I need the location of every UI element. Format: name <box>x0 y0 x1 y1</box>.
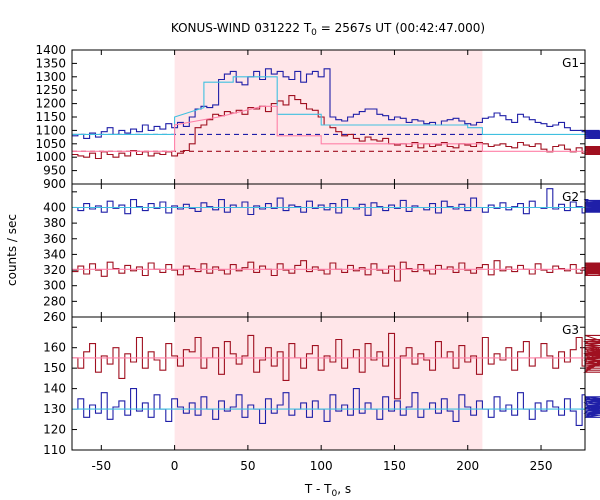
series-red-histogram <box>72 332 600 400</box>
y-tick-label: 1000 <box>35 150 66 164</box>
panel-frame <box>71 316 586 451</box>
y-tick-label: 900 <box>43 177 66 191</box>
chart-title: KONUS-WIND 031222 T0 = 2567s UT (00:42:4… <box>171 21 485 38</box>
series-red-histogram <box>72 260 600 282</box>
y-tick-label: 320 <box>43 263 66 277</box>
y-tick-label: 1100 <box>35 123 66 137</box>
y-tick-label: 1150 <box>35 110 66 124</box>
y-tick-label: 950 <box>43 164 66 178</box>
model-cyan-line <box>72 76 585 135</box>
y-tick-label: 130 <box>43 402 66 416</box>
y-tick-label: 110 <box>43 443 66 457</box>
panel-label: G1 <box>562 56 579 70</box>
panel-g3: 110 120 130 140 150 160 G3 <box>43 316 600 457</box>
y-tick-label: 1200 <box>35 97 66 111</box>
y-tick-label: 380 <box>43 216 66 230</box>
x-tick-label: 50 <box>240 459 255 473</box>
shaded-interval <box>174 50 483 184</box>
x-tick-label: 250 <box>530 459 553 473</box>
x-tick-label: 100 <box>310 459 333 473</box>
y-tick-label: 1250 <box>35 83 66 97</box>
series-blue-histogram <box>72 188 600 216</box>
series-red-histogram <box>72 95 600 160</box>
x-tick-label: -50 <box>92 459 112 473</box>
y-tick-label: 140 <box>43 382 66 396</box>
y-tick-label: 280 <box>43 294 66 308</box>
y-tick-label: 1300 <box>35 70 66 84</box>
shaded-interval <box>174 317 483 450</box>
y-axis-label: counts / sec <box>5 214 19 286</box>
y-tick-label: 150 <box>43 361 66 375</box>
shaded-interval <box>174 184 483 317</box>
y-tick-label: 120 <box>43 423 66 437</box>
x-tick-label: 150 <box>383 459 406 473</box>
y-tick-label: 360 <box>43 232 66 246</box>
y-tick-label: 260 <box>43 310 66 324</box>
panel-g1: 9009501000105011001150120012501300135014… <box>35 43 600 191</box>
model-pink-line <box>72 105 585 152</box>
y-tick-label: 1350 <box>35 56 66 70</box>
y-tick-label: 300 <box>43 279 66 293</box>
y-tick-label: 400 <box>43 200 66 214</box>
y-tick-label: 1400 <box>35 43 66 57</box>
series-blue-histogram <box>72 388 600 426</box>
panel-label: G2 <box>562 190 579 204</box>
chart-panels: 9009501000105011001150120012501300135014… <box>35 43 600 473</box>
x-tick-label: 0 <box>171 459 179 473</box>
y-tick-label: 160 <box>43 341 66 355</box>
x-tick-label: 200 <box>456 459 479 473</box>
y-tick-label: 340 <box>43 247 66 261</box>
x-axis-label: T - T0, s <box>304 482 351 499</box>
series-blue-histogram <box>72 68 600 139</box>
y-tick-label: 1050 <box>35 137 66 151</box>
panel-label: G3 <box>562 323 579 337</box>
